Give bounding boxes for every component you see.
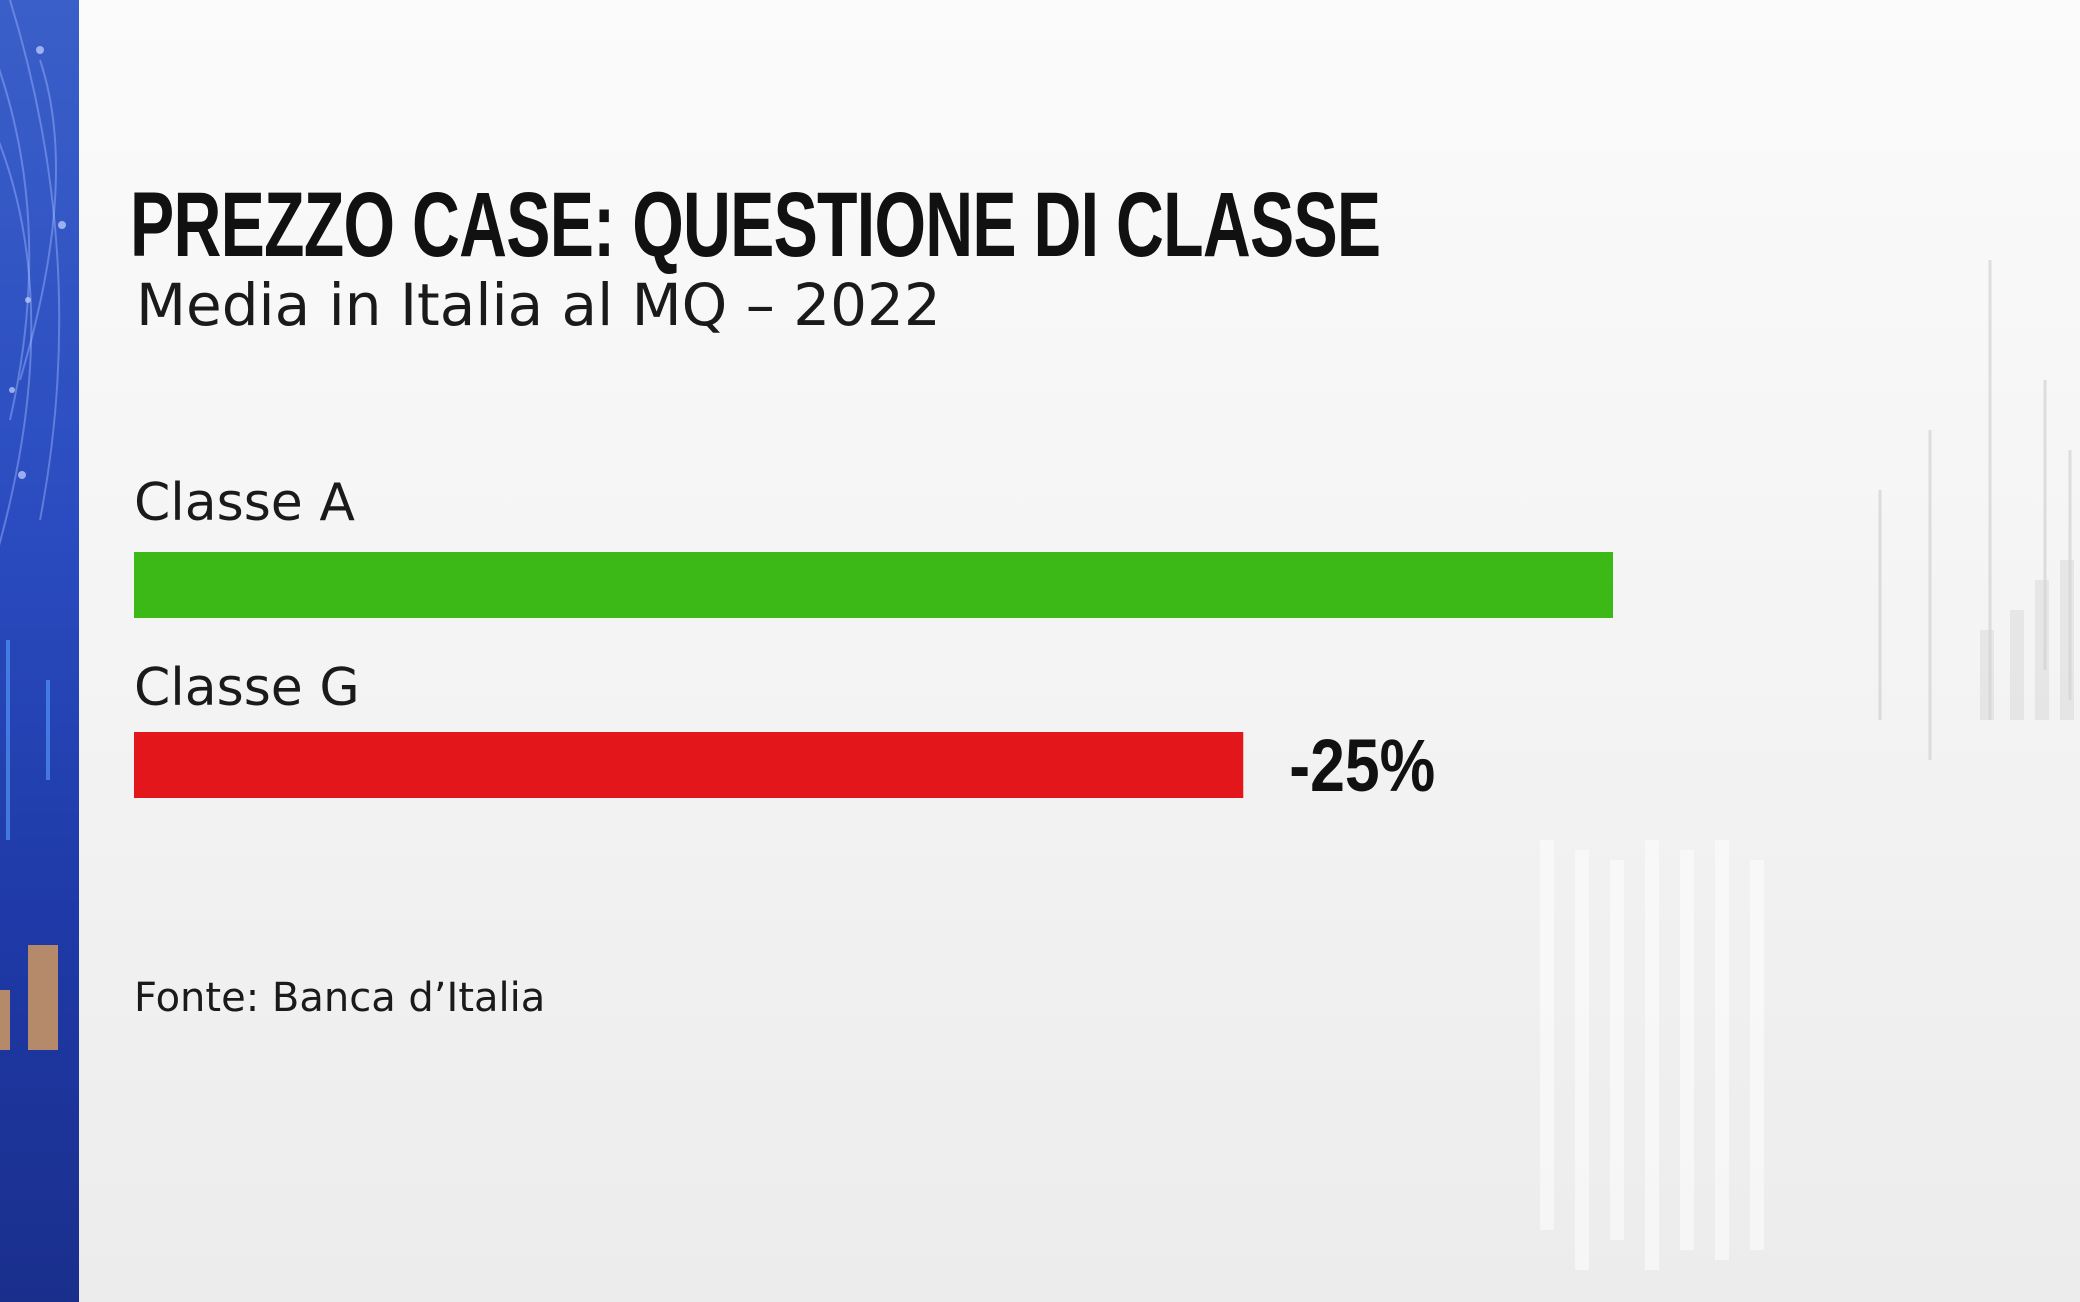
category-label-classe-a: Classe A (134, 473, 355, 533)
bar-classe-g (134, 732, 1244, 798)
bar-classe-a (134, 552, 1613, 618)
data-label-classe-g: -25% (1289, 724, 1435, 807)
chart-title: PREZZO CASE: QUESTIONE DI CLASSE (130, 174, 1381, 276)
network-graphic-icon (0, 0, 66, 1050)
category-label-classe-g: Classe G (134, 658, 360, 718)
chart-subtitle: Media in Italia al MQ – 2022 (136, 271, 941, 339)
source-note: Fonte: Banca d’Italia (134, 975, 546, 1021)
decorative-left-strip (0, 0, 79, 1302)
